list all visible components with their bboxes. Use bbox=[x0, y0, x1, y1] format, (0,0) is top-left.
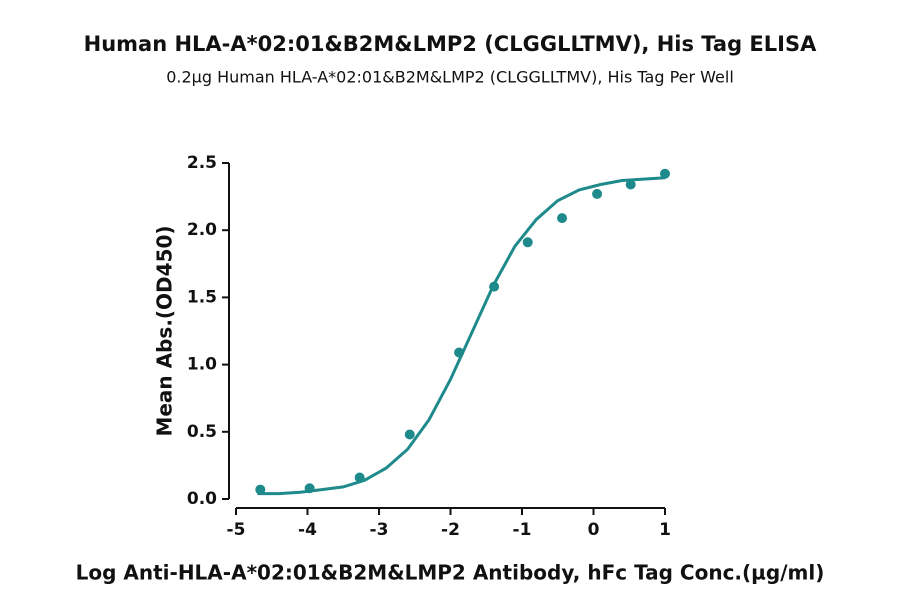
y-tick-label: 1.5 bbox=[187, 287, 217, 307]
data-point bbox=[625, 179, 636, 190]
chart-title: Human HLA-A*02:01&B2M&LMP2 (CLGGLLTMV), … bbox=[84, 32, 817, 56]
data-point bbox=[522, 237, 533, 248]
fit-curve bbox=[257, 176, 666, 496]
x-tick-label: -3 bbox=[370, 520, 389, 540]
x-tick-label: -5 bbox=[227, 520, 246, 540]
data-point bbox=[557, 213, 568, 224]
x-tick-label: 1 bbox=[659, 520, 671, 540]
data-point bbox=[404, 429, 415, 440]
y-tick-label: 2.0 bbox=[187, 220, 217, 240]
y-tick-label: 2.5 bbox=[187, 153, 217, 173]
y-tick-label: 0.0 bbox=[187, 489, 217, 509]
x-axis-label: Log Anti-HLA-A*02:01&B2M&LMP2 Antibody, … bbox=[76, 561, 825, 585]
y-tick-label: 0.5 bbox=[187, 422, 217, 442]
data-point bbox=[592, 188, 603, 199]
x-tick-label: 0 bbox=[588, 520, 600, 540]
y-axis-label: Mean Abs.(OD450) bbox=[153, 225, 177, 436]
chart-subtitle: 0.2µg Human HLA-A*02:01&B2M&LMP2 (CLGGLL… bbox=[166, 68, 734, 87]
x-tick-label: -1 bbox=[513, 520, 532, 540]
x-tick-label: -2 bbox=[441, 520, 460, 540]
data-point bbox=[255, 484, 266, 495]
x-tick-label: -4 bbox=[298, 520, 317, 540]
y-tick-label: 1.0 bbox=[187, 355, 217, 375]
data-point bbox=[660, 168, 670, 179]
